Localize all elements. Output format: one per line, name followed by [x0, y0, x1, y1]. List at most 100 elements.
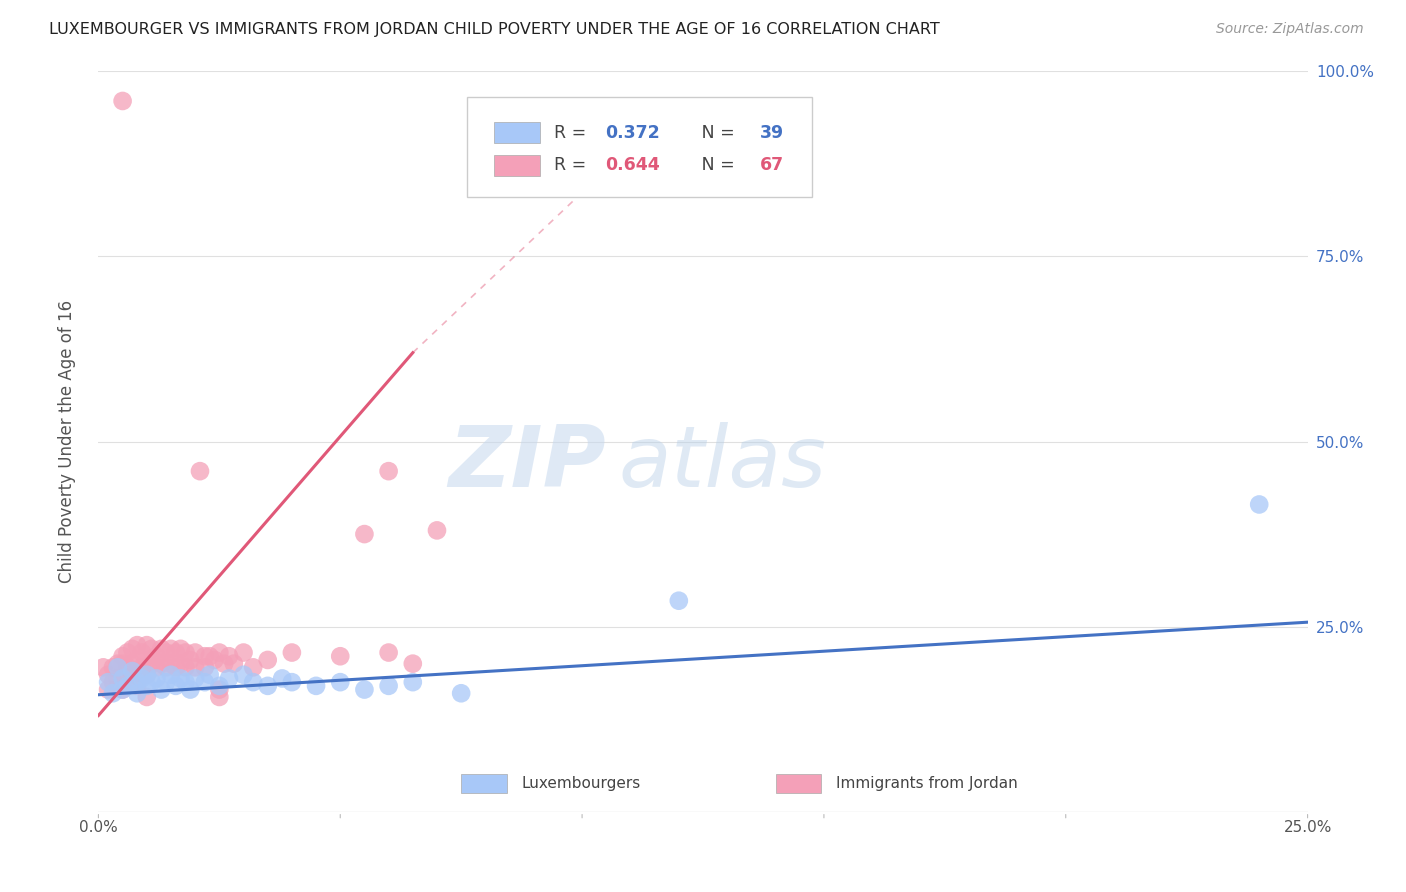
Point — [91, 660, 114, 674]
Point — [184, 672, 207, 686]
Point — [121, 657, 143, 671]
Point — [135, 667, 157, 681]
Point — [208, 682, 231, 697]
Text: N =: N = — [685, 156, 740, 174]
Text: 0.644: 0.644 — [605, 156, 659, 174]
Point — [194, 660, 217, 674]
Point — [131, 660, 153, 674]
Point — [121, 664, 143, 678]
Point — [127, 664, 149, 678]
Point — [305, 679, 328, 693]
Point — [329, 649, 352, 664]
Point — [101, 660, 124, 674]
Point — [174, 675, 197, 690]
Point — [198, 649, 221, 664]
Point — [127, 686, 149, 700]
Point — [212, 657, 235, 671]
Point — [107, 672, 129, 686]
Point — [1249, 498, 1271, 512]
Point — [169, 672, 191, 686]
Point — [450, 686, 472, 700]
Point — [353, 682, 375, 697]
Point — [242, 660, 264, 674]
Point — [184, 660, 207, 674]
Point — [111, 657, 134, 671]
Point — [160, 657, 183, 671]
Point — [150, 657, 173, 671]
Point — [127, 675, 149, 690]
Text: Source: ZipAtlas.com: Source: ZipAtlas.com — [1216, 22, 1364, 37]
FancyBboxPatch shape — [467, 97, 811, 197]
Point — [117, 660, 139, 674]
Point — [107, 657, 129, 671]
Point — [242, 675, 264, 690]
Text: Immigrants from Jordan: Immigrants from Jordan — [837, 776, 1018, 791]
Point — [208, 679, 231, 693]
Point — [107, 660, 129, 674]
Point — [198, 667, 221, 681]
Point — [256, 679, 278, 693]
Point — [194, 649, 217, 664]
Point — [145, 649, 167, 664]
Text: R =: R = — [554, 156, 592, 174]
Point — [377, 679, 399, 693]
Point — [668, 593, 690, 607]
Point — [271, 672, 294, 686]
Point — [127, 638, 149, 652]
Y-axis label: Child Poverty Under the Age of 16: Child Poverty Under the Age of 16 — [58, 300, 76, 583]
Point — [281, 675, 304, 690]
Point — [160, 641, 183, 656]
Point — [256, 653, 278, 667]
Point — [165, 646, 187, 660]
Point — [127, 679, 149, 693]
Point — [165, 679, 187, 693]
Point — [329, 675, 352, 690]
Point — [101, 675, 124, 690]
Point — [97, 675, 120, 690]
Point — [117, 679, 139, 693]
Point — [127, 653, 149, 667]
Point — [131, 672, 153, 686]
Text: Luxembourgers: Luxembourgers — [522, 776, 641, 791]
Point — [174, 660, 197, 674]
Point — [141, 657, 163, 671]
Text: N =: N = — [685, 124, 740, 142]
Text: 39: 39 — [759, 124, 785, 142]
Text: atlas: atlas — [619, 422, 827, 505]
Point — [155, 660, 177, 674]
Point — [165, 660, 187, 674]
Point — [218, 672, 240, 686]
Point — [377, 464, 399, 478]
Text: ZIP: ZIP — [449, 422, 606, 505]
Point — [155, 675, 177, 690]
Point — [222, 657, 245, 671]
Point — [232, 667, 254, 681]
Point — [204, 653, 226, 667]
Point — [402, 657, 425, 671]
FancyBboxPatch shape — [494, 122, 540, 144]
Point — [426, 524, 449, 538]
Point — [377, 646, 399, 660]
Point — [179, 653, 201, 667]
Point — [232, 646, 254, 660]
Point — [169, 657, 191, 671]
Point — [150, 682, 173, 697]
Point — [111, 94, 134, 108]
Point — [111, 682, 134, 697]
Point — [174, 646, 197, 660]
Point — [169, 641, 191, 656]
Point — [131, 646, 153, 660]
Point — [111, 649, 134, 664]
Point — [121, 667, 143, 681]
Point — [97, 667, 120, 681]
Point — [101, 686, 124, 700]
Point — [117, 646, 139, 660]
FancyBboxPatch shape — [776, 774, 821, 793]
Point — [160, 667, 183, 681]
Point — [111, 682, 134, 697]
Point — [208, 690, 231, 704]
Point — [141, 641, 163, 656]
FancyBboxPatch shape — [494, 155, 540, 176]
Point — [281, 646, 304, 660]
Text: LUXEMBOURGER VS IMMIGRANTS FROM JORDAN CHILD POVERTY UNDER THE AGE OF 16 CORRELA: LUXEMBOURGER VS IMMIGRANTS FROM JORDAN C… — [49, 22, 941, 37]
